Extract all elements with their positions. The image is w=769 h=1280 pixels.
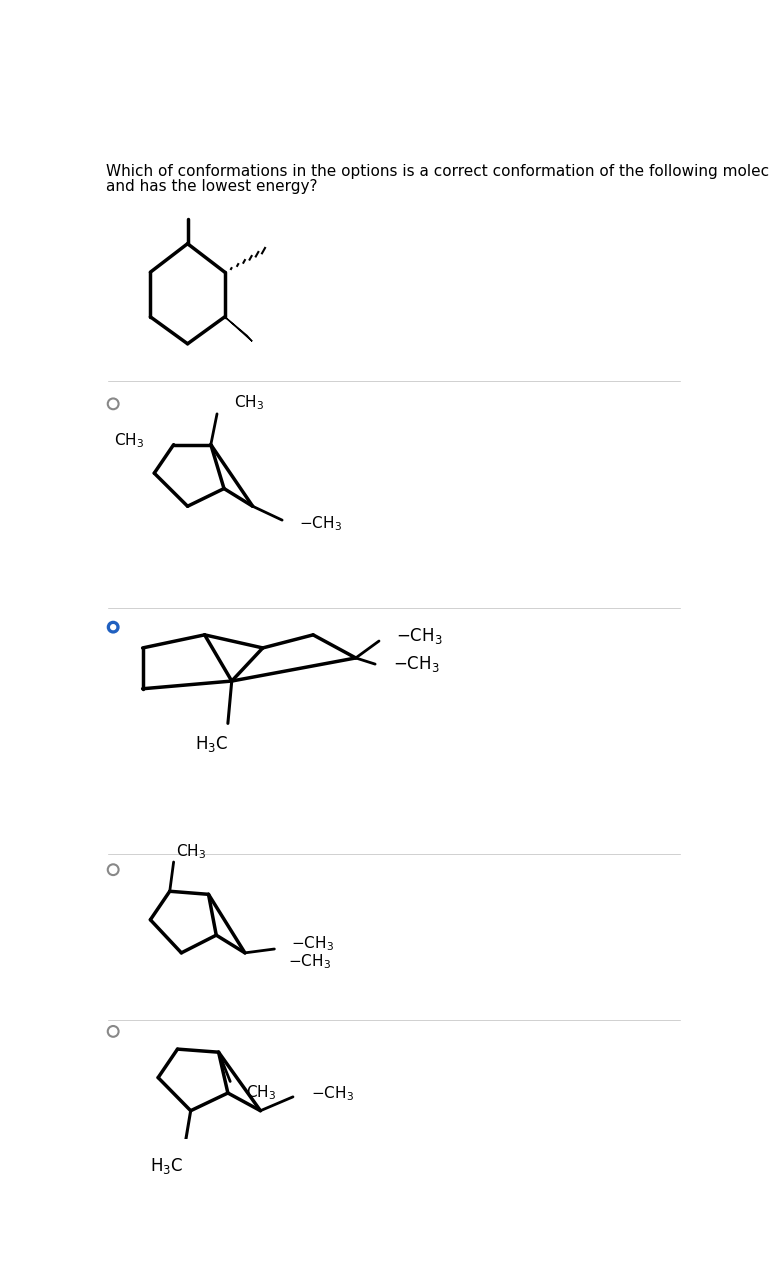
Text: H$_3$C: H$_3$C bbox=[195, 735, 228, 754]
Text: CH$_3$: CH$_3$ bbox=[246, 1083, 276, 1102]
Circle shape bbox=[108, 622, 118, 632]
Text: Which of conformations in the options is a correct conformation of the following: Which of conformations in the options is… bbox=[106, 164, 769, 179]
Circle shape bbox=[111, 625, 115, 630]
Text: −CH$_3$: −CH$_3$ bbox=[288, 952, 331, 972]
Text: −CH$_3$: −CH$_3$ bbox=[311, 1084, 354, 1103]
Text: H$_3$C: H$_3$C bbox=[151, 1156, 184, 1176]
Text: CH$_3$: CH$_3$ bbox=[176, 842, 206, 860]
Polygon shape bbox=[225, 317, 252, 342]
Text: and has the lowest energy?: and has the lowest energy? bbox=[106, 179, 318, 195]
Text: CH$_3$: CH$_3$ bbox=[114, 431, 144, 451]
Text: −CH$_3$: −CH$_3$ bbox=[393, 654, 440, 675]
Text: −CH$_3$: −CH$_3$ bbox=[299, 513, 342, 532]
Text: CH$_3$: CH$_3$ bbox=[234, 393, 265, 412]
Text: −CH$_3$: −CH$_3$ bbox=[291, 934, 335, 954]
Text: −CH$_3$: −CH$_3$ bbox=[396, 626, 443, 646]
